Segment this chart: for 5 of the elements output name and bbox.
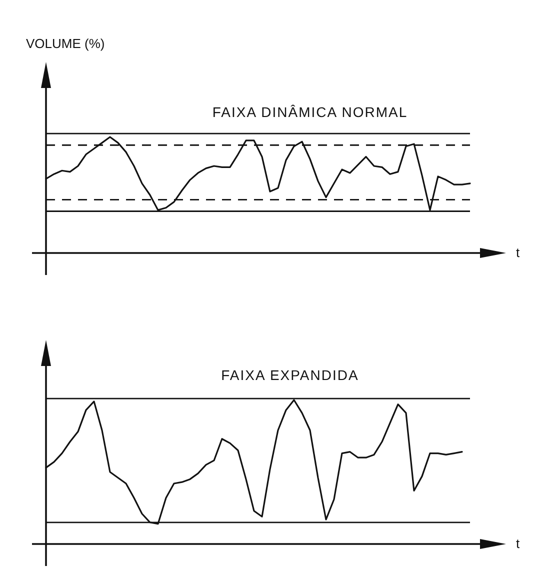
chart-title: FAIXA DINÂMICA NORMAL bbox=[212, 104, 408, 120]
chart-title: FAIXA EXPANDIDA bbox=[221, 367, 359, 383]
x-axis-title: t bbox=[516, 536, 520, 551]
x-axis-title: t bbox=[516, 245, 520, 260]
y-axis-title: VOLUME (%) bbox=[26, 36, 105, 51]
